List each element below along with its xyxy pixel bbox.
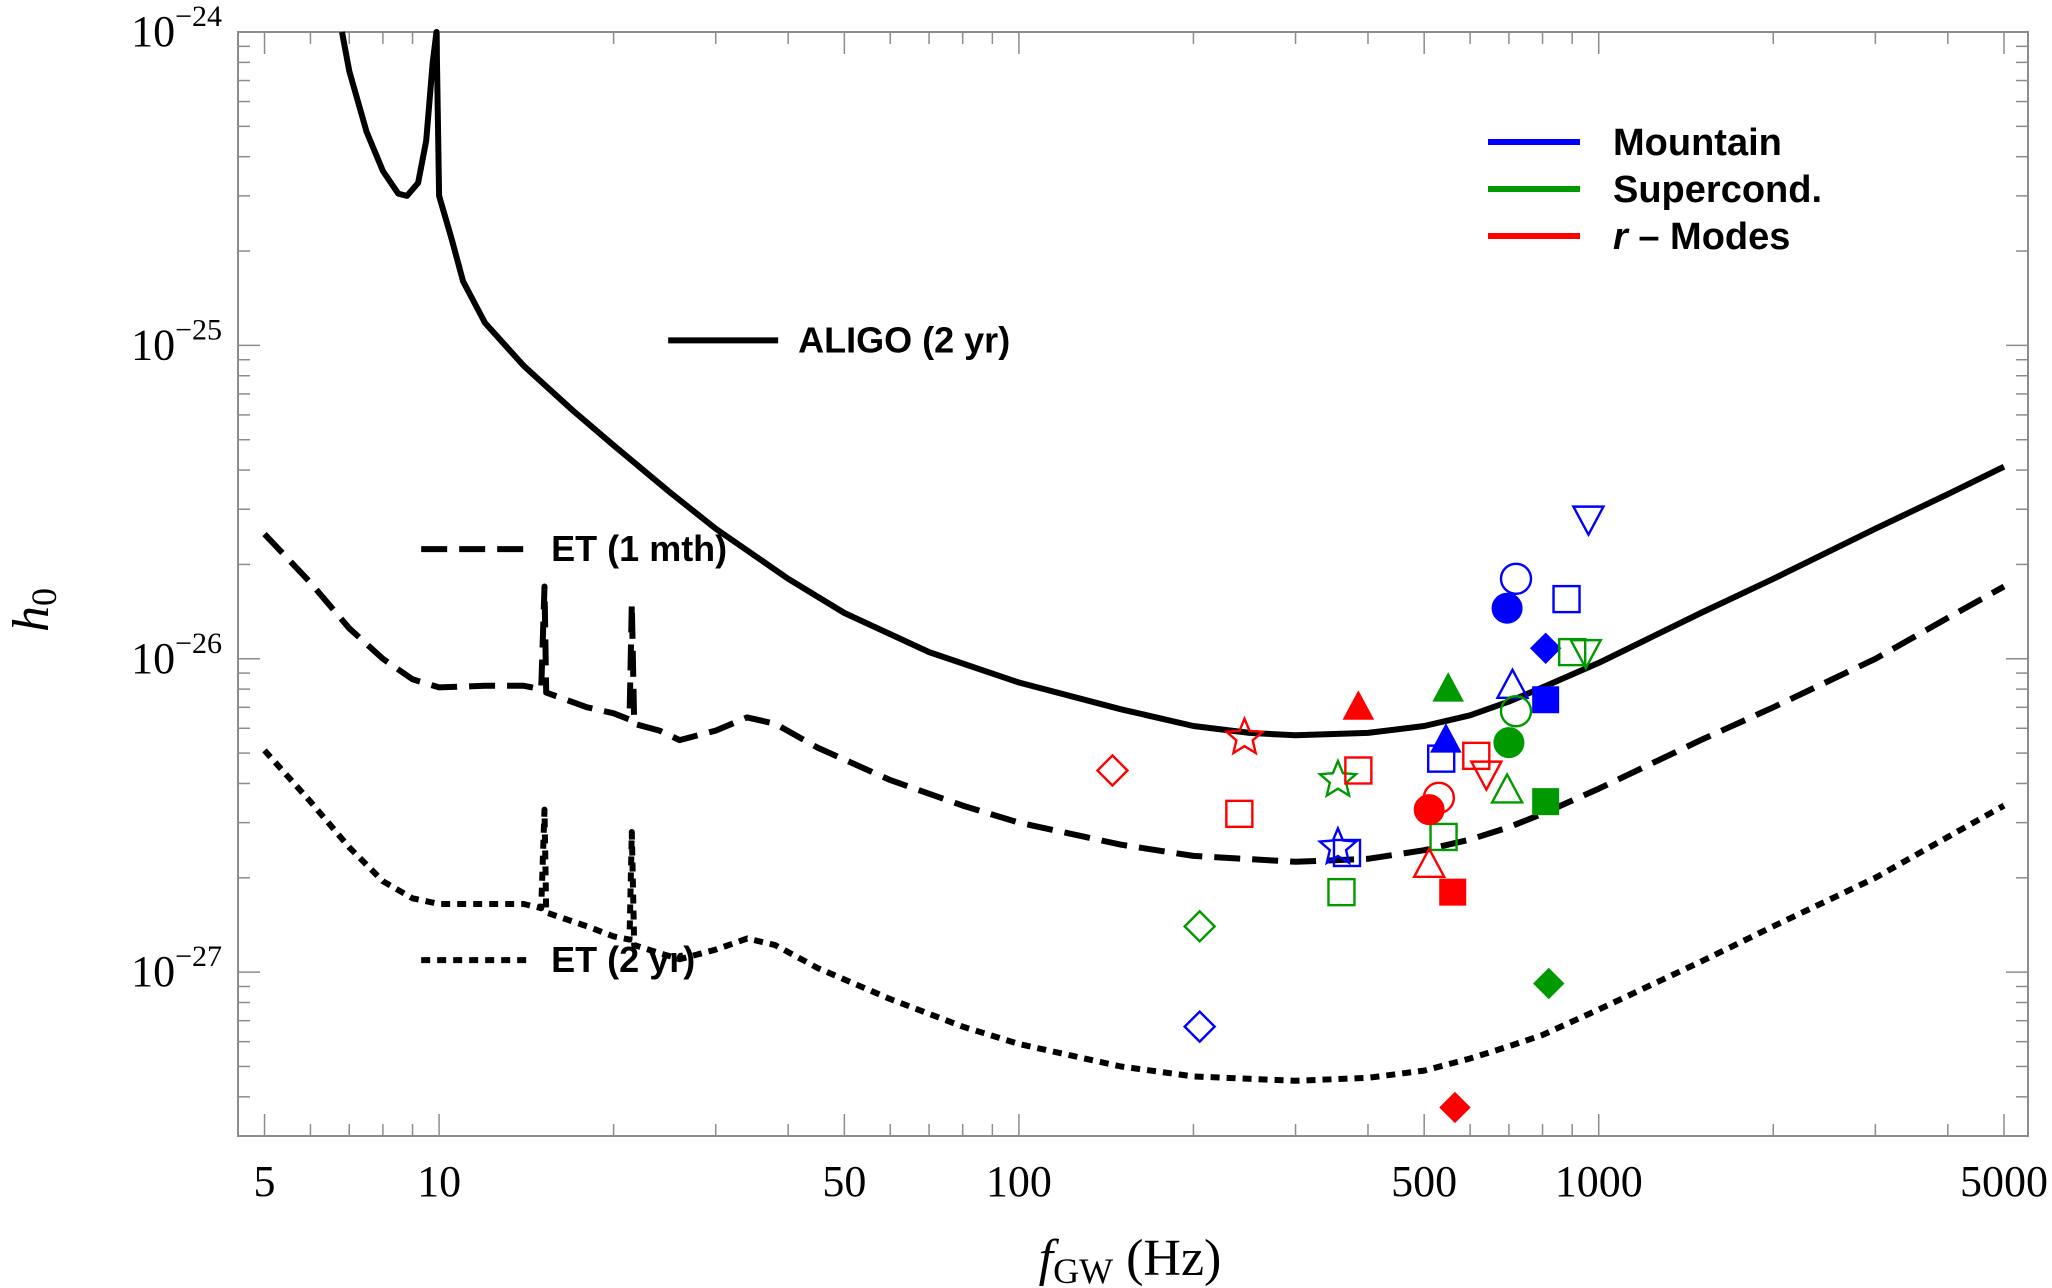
x-tick-label: 100 — [986, 1157, 1052, 1206]
marker-mountain-circle — [1499, 562, 1533, 595]
marker-supercond-tri-up — [1490, 771, 1525, 804]
axis-ticks — [238, 32, 2028, 1137]
marker-supercond-diamond — [1182, 909, 1217, 944]
marker-supercond-circle — [1493, 727, 1525, 759]
marker-supercond-star — [1316, 757, 1359, 799]
x-tick-label: 1000 — [1555, 1157, 1643, 1206]
marker-mountain-circle — [1491, 592, 1523, 624]
marker-mountain-square — [1332, 838, 1362, 868]
marker-mountain-square — [1532, 686, 1560, 714]
marker-mountain-diamond — [1529, 632, 1562, 664]
y-tick-labels: 10−27 10−26 10−25 10−24 — [131, 0, 222, 996]
marker-supercond-square — [1532, 788, 1560, 816]
marker-supercond-tri-up — [1432, 672, 1465, 702]
marker-rmodes-circle — [1413, 794, 1445, 826]
y-axis-title: h0 — [3, 588, 64, 632]
x-tick-label: 5000 — [1960, 1157, 2048, 1206]
legend: Mountain Supercond. r – Modes — [1488, 122, 1822, 258]
marker-mountain-tri-down — [1571, 505, 1606, 538]
marker-mountain-star — [1316, 825, 1359, 866]
marker-mountain-square — [1552, 584, 1581, 614]
curve-dashed — [262, 532, 2006, 865]
x-tick-label: 500 — [1391, 1157, 1457, 1206]
y-tick-label: 10−25 — [131, 313, 222, 369]
marker-rmodes-tri-up — [1412, 846, 1447, 879]
curve-label-aligo: ALIGO (2 yr) — [798, 319, 1010, 360]
curve-label-et1: ET (1 mth) — [551, 528, 727, 569]
y-tick-label: 10−27 — [131, 940, 222, 996]
marker-rmodes-square — [1225, 799, 1254, 829]
curve-label-et2: ET (2 yr) — [551, 939, 695, 980]
x-tick-label: 10 — [417, 1157, 461, 1206]
x-axis-title: fGW (Hz) — [1039, 1230, 1222, 1288]
plot-frame — [237, 31, 2029, 1137]
y-tick-label: 10−26 — [131, 627, 222, 683]
legend-label: r – Modes — [1613, 216, 1790, 258]
marker-rmodes-diamond — [1095, 753, 1130, 788]
marker-mountain-diamond — [1182, 1009, 1217, 1044]
marker-rmodes-square — [1439, 878, 1467, 906]
x-tick-label: 50 — [822, 1157, 866, 1206]
curve-annotations: ALIGO (2 yr) ET (1 mth) ET (2 yr) — [421, 319, 1010, 980]
curve-dotted — [262, 748, 2006, 1084]
marker-mountain-square — [1427, 744, 1456, 773]
marker-rmodes-square — [1344, 756, 1373, 785]
marker-rmodes-star — [1223, 715, 1266, 756]
y-tick-label: 10−24 — [131, 0, 222, 56]
marker-rmodes-tri-up — [1342, 690, 1375, 720]
marker-supercond-square — [1429, 822, 1458, 852]
marker-rmodes-tri-down — [1469, 760, 1504, 793]
marker-supercond-square — [1327, 877, 1356, 907]
source-markers — [1095, 505, 1606, 1124]
marker-supercond-tri-down — [1568, 638, 1603, 671]
marker-supercond-diamond — [1533, 967, 1565, 1000]
legend-label: Supercond. — [1613, 169, 1822, 211]
marker-supercond-circle — [1499, 695, 1533, 728]
legend-label: Mountain — [1613, 122, 1782, 164]
marker-rmodes-diamond — [1439, 1091, 1471, 1124]
x-tick-labels: 5 10 50 100 500 1000 5000 — [254, 1157, 2048, 1206]
x-tick-label: 5 — [254, 1157, 276, 1206]
